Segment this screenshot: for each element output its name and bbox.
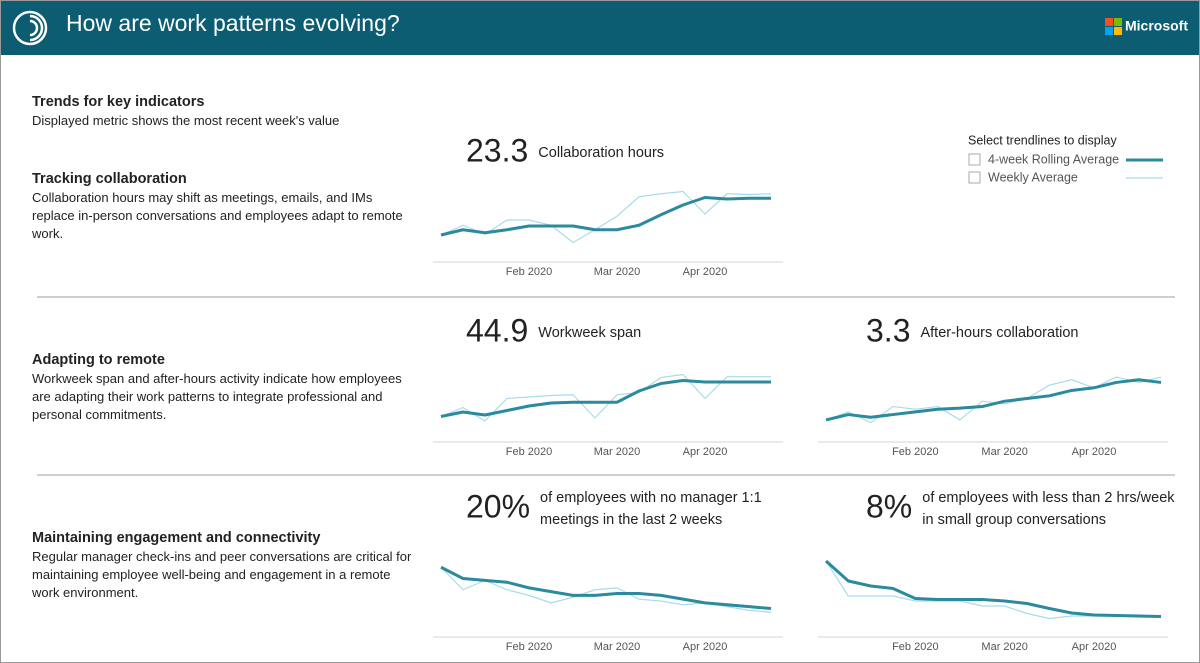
x-tick-label: Apr 2020 [1072,641,1117,653]
headline-value: 20% [466,488,530,524]
metric-label: After-hours collaboration [920,325,1078,341]
legend-item[interactable]: 4-week Rolling Average [988,152,1119,166]
x-tick-label: Feb 2020 [892,446,938,458]
trend-line [440,565,772,610]
metric-label: of employees with less than 2 hrs/week [922,490,1175,506]
metric-label: in small group conversations [922,512,1106,528]
x-tick-label: Feb 2020 [892,641,938,653]
x-tick-label: Mar 2020 [594,446,640,458]
brand-logo [1105,18,1122,35]
section-title: Tracking collaboration [32,171,187,187]
section-text: Collaboration hours may shift as meeting… [32,190,403,241]
x-tick-label: Mar 2020 [981,641,1027,653]
section-title: Maintaining engagement and connectivity [32,530,321,546]
legend-title: Select trendlines to display [968,133,1117,147]
x-tick-label: Feb 2020 [506,266,552,278]
intro-subtitle: Displayed metric shows the most recent w… [32,113,340,128]
headline-value: 23.3 [466,132,528,168]
x-tick-label: Apr 2020 [1072,446,1117,458]
page-title: How are work patterns evolving? [66,10,400,36]
headline-value: 44.9 [466,312,528,348]
x-tick-label: Mar 2020 [594,266,640,278]
metric-label: Workweek span [538,325,641,341]
logo [12,10,48,46]
legend-item[interactable]: Weekly Average [988,170,1078,184]
metric-label: Collaboration hours [538,145,664,161]
trend-line [825,560,1161,620]
metric-label: of employees with no manager 1:1 [540,490,762,506]
section-text: Workweek span and after-hours activity i… [32,371,402,422]
section: Adapting to remote Workweek span and aft… [32,351,417,424]
trend-line [440,190,772,244]
x-tick-label: Apr 2020 [683,641,728,653]
trend-line [825,378,1162,422]
section: Tracking collaboration Collaboration hou… [32,170,417,243]
trend-line [440,373,771,422]
checkbox[interactable] [968,171,981,184]
x-tick-label: Feb 2020 [506,641,552,653]
section: Maintaining engagement and connectivity … [32,529,417,602]
header-bar [1,1,1199,55]
checkbox[interactable] [968,153,981,166]
intro-title: Trends for key indicators [32,94,205,110]
headline-value: 8% [866,488,912,524]
x-tick-label: Feb 2020 [506,446,552,458]
trend-line [824,559,1162,618]
trend-line [440,379,771,418]
metric-label: meetings in the last 2 weeks [540,512,722,528]
intro: Trends for key indicators Displayed metr… [32,93,417,130]
trend-line [440,196,771,237]
x-tick-label: Apr 2020 [683,266,728,278]
x-tick-label: Apr 2020 [683,446,728,458]
x-tick-label: Mar 2020 [594,641,640,653]
brand: Microsoft [1125,18,1188,34]
section-title: Adapting to remote [32,352,165,368]
headline-value: 3.3 [866,312,910,348]
section-text: Regular manager check-ins and peer conve… [32,549,412,600]
x-tick-label: Mar 2020 [981,446,1027,458]
